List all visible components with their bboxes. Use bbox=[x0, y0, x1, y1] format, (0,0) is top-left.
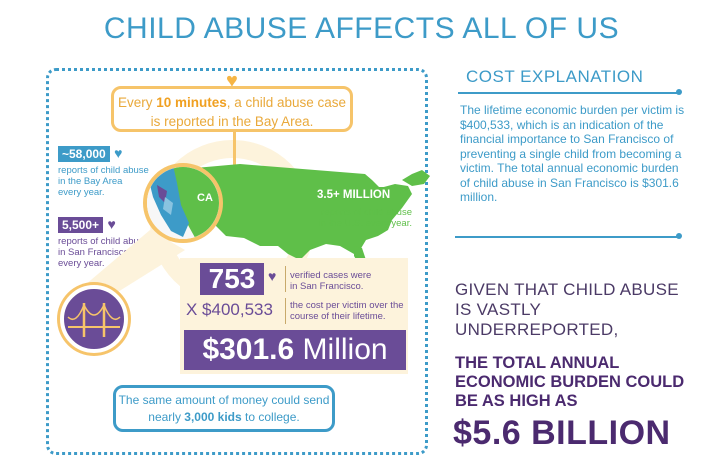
total-unit: Million bbox=[294, 333, 388, 366]
sf-text-2: in San Francisco bbox=[58, 247, 129, 258]
bay-area-text-3: every year. bbox=[58, 187, 105, 198]
golden-gate-bridge-icon bbox=[60, 285, 128, 353]
frequency-callout: Every 10 minutes, a child abuse case is … bbox=[111, 86, 353, 132]
cases-text-2: in San Francisco. bbox=[290, 281, 364, 292]
divider bbox=[455, 236, 680, 238]
college-bold: 3,000 kids bbox=[184, 410, 242, 424]
cost-explanation-title: COST EXPLANATION bbox=[466, 67, 644, 86]
cost-text-1: the cost per victim over the bbox=[290, 300, 404, 311]
cases-caption: verified cases were in San Francisco. bbox=[290, 270, 371, 292]
bay-area-text-2: in the Bay Area bbox=[58, 176, 123, 187]
california-magnifier bbox=[143, 163, 223, 243]
callout-pointer bbox=[233, 132, 236, 170]
us-badge: 3.5+ MILLION bbox=[312, 187, 396, 203]
us-stat: 3.5+ MILLION ♥ reports of child abuse in… bbox=[312, 185, 412, 229]
burden-text: THE TOTAL ANNUAL ECONOMIC BURDEN COULD B… bbox=[455, 354, 685, 410]
cases-text-1: verified cases were bbox=[290, 270, 372, 281]
cases-value: 753 bbox=[200, 263, 264, 295]
divider-dot bbox=[676, 233, 682, 239]
cost-explanation-text: The lifetime economic burden per victim … bbox=[460, 103, 685, 204]
cost-text-2: course of their lifetime. bbox=[290, 311, 386, 322]
us-text-2: in the U.S. every year. bbox=[318, 218, 412, 229]
college-post: to college. bbox=[241, 410, 300, 424]
total-dollar: $ bbox=[202, 333, 220, 366]
divider-dot bbox=[676, 89, 682, 95]
heart-icon: ♥ bbox=[268, 268, 277, 284]
underreported-text: GIVEN THAT CHILD ABUSE IS VASTLY UNDERRE… bbox=[455, 280, 679, 339]
big-burden-value: $5.6 BILLION bbox=[453, 414, 671, 452]
college-mid-pre: nearly bbox=[148, 410, 185, 424]
total-burden: $301.6 Million bbox=[184, 330, 406, 370]
ca-label: CA bbox=[197, 192, 213, 204]
total-amount: 301.6 bbox=[219, 333, 295, 366]
heart-icon: ♥ bbox=[399, 185, 408, 201]
frequency-bold: 10 minutes bbox=[156, 95, 227, 110]
heart-icon: ♥ bbox=[114, 145, 123, 161]
heart-icon: ♥ bbox=[107, 216, 116, 232]
sf-stat: 5,500+ ♥ reports of child abuse in San F… bbox=[58, 216, 149, 269]
cost-per-victim-caption: the cost per victim over the course of t… bbox=[290, 300, 404, 322]
bay-area-stat: ~58,000 ♥ reports of child abuse in the … bbox=[58, 145, 149, 198]
us-text-1: reports of child abuse bbox=[321, 207, 412, 218]
college-callout: The same amount of money could send near… bbox=[113, 385, 335, 432]
frequency-pre: Every bbox=[117, 95, 157, 110]
magnifier-beam bbox=[85, 230, 185, 300]
left-panel bbox=[46, 68, 428, 455]
page-title: CHILD ABUSE AFFECTS ALL OF US bbox=[103, 12, 620, 45]
college-text-1: The same amount of money could send bbox=[118, 393, 330, 407]
frequency-post: , a child abuse case is reported in the … bbox=[150, 95, 347, 129]
sf-badge: 5,500+ bbox=[58, 217, 104, 233]
sf-text-1: reports of child abuse bbox=[58, 236, 149, 247]
divider bbox=[285, 266, 286, 292]
divider bbox=[285, 298, 286, 324]
heart-icon: ♥ bbox=[226, 70, 238, 92]
sf-text-3: every year. bbox=[58, 258, 105, 269]
bay-area-badge: ~58,000 bbox=[58, 146, 110, 162]
divider bbox=[458, 92, 680, 94]
bay-area-text-1: reports of child abuse bbox=[58, 165, 149, 176]
cost-per-victim-value: X $400,533 bbox=[186, 300, 273, 319]
